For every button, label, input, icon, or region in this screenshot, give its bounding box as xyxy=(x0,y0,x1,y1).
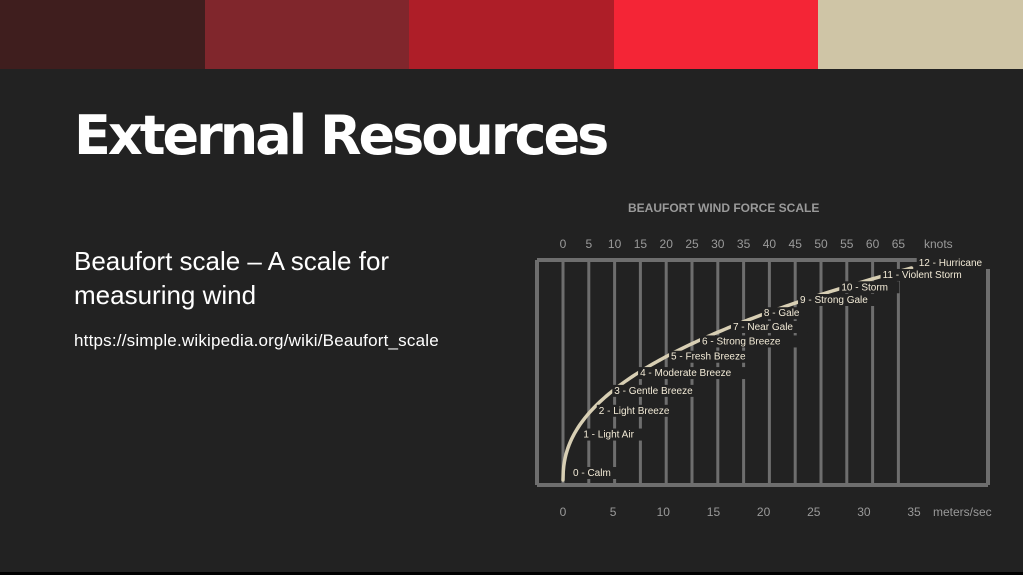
knots-tick-10: 10 xyxy=(608,237,622,251)
force-label-bg-2 xyxy=(596,404,691,417)
force-label-8: 8 - Gale xyxy=(764,308,800,319)
knots-tick-0: 0 xyxy=(560,237,567,251)
force-label-bg-0 xyxy=(571,467,620,479)
force-labels: 0 - Calm 1 - Light Air 2 - Light Breeze 3 -… xyxy=(571,257,1000,479)
color-stripe-4 xyxy=(613,0,820,69)
force-label-bg-4 xyxy=(638,367,749,380)
meters-axis: 0 5 10 15 20 25 30 35 xyxy=(560,505,921,519)
force-label-bg-6 xyxy=(700,335,800,348)
reference-link[interactable]: https://simple.wikipedia.org/wiki/Beaufo… xyxy=(74,331,439,350)
force-label-7: 7 - Near Gale xyxy=(733,322,793,333)
force-label-bg-11 xyxy=(880,268,986,281)
knots-tick-55: 55 xyxy=(840,237,854,251)
chart-grid xyxy=(535,258,990,487)
meters-tick-15: 15 xyxy=(707,505,721,519)
slide-subtitle: Beaufort scale – A scale for measuring w… xyxy=(74,246,390,310)
force-label-bg-10 xyxy=(839,281,900,294)
force-label-11: 11 - Violent Storm xyxy=(883,270,962,281)
force-label-bg-5 xyxy=(669,350,763,363)
meters-axis-unit: meters/sec xyxy=(933,505,992,519)
color-stripe-5 xyxy=(818,0,1023,69)
meters-tick-20: 20 xyxy=(757,505,771,519)
beaufort-curve xyxy=(561,266,914,482)
knots-tick-35: 35 xyxy=(737,237,751,251)
knots-tick-20: 20 xyxy=(660,237,674,251)
force-label-bg-1 xyxy=(581,428,659,441)
force-label-3: 3 - Gentle Breeze xyxy=(614,386,693,397)
meters-tick-30: 30 xyxy=(857,505,871,519)
meters-tick-10: 10 xyxy=(657,505,671,519)
force-label-bg-7 xyxy=(730,320,808,333)
knots-tick-40: 40 xyxy=(763,237,777,251)
slide-title: External Resources xyxy=(74,104,609,167)
meters-tick-35: 35 xyxy=(907,505,921,519)
force-label-10: 10 - Storm xyxy=(841,282,888,293)
force-label-2: 2 - Light Breeze xyxy=(599,406,670,417)
knots-axis-unit: knots xyxy=(924,237,953,251)
force-label-5: 5 - Fresh Breeze xyxy=(671,352,746,363)
chart-title: BEAUFORT WIND FORCE SCALE xyxy=(628,201,819,215)
knots-tick-45: 45 xyxy=(789,237,803,251)
color-stripe-2 xyxy=(204,0,411,69)
meters-tick-0: 0 xyxy=(560,505,567,519)
force-label-bg-12 xyxy=(916,257,1000,269)
knots-tick-50: 50 xyxy=(814,237,828,251)
force-label-4: 4 - Moderate Breeze xyxy=(640,368,732,379)
color-stripe-3 xyxy=(409,0,615,69)
color-stripe-1 xyxy=(0,0,206,69)
force-label-bg-3 xyxy=(612,384,712,397)
force-label-1: 1 - Light Air xyxy=(583,430,634,441)
meters-tick-5: 5 xyxy=(610,505,617,519)
bottom-bar xyxy=(0,572,1023,575)
force-label-0: 0 - Calm xyxy=(573,468,611,479)
force-label-6: 6 - Strong Breeze xyxy=(702,336,781,347)
knots-tick-25: 25 xyxy=(685,237,699,251)
knots-tick-5: 5 xyxy=(585,237,592,251)
knots-tick-65: 65 xyxy=(892,237,906,251)
meters-tick-25: 25 xyxy=(807,505,821,519)
force-label-bg-9 xyxy=(798,293,887,306)
force-label-12: 12 - Hurricane xyxy=(919,258,983,269)
force-label-9: 9 - Strong Gale xyxy=(800,295,868,306)
knots-tick-60: 60 xyxy=(866,237,880,251)
force-label-bg-8 xyxy=(761,307,811,320)
knots-axis: 0 5 10 15 20 25 30 35 40 45 50 55 60 65 xyxy=(560,237,906,251)
knots-tick-15: 15 xyxy=(634,237,648,251)
knots-tick-30: 30 xyxy=(711,237,725,251)
